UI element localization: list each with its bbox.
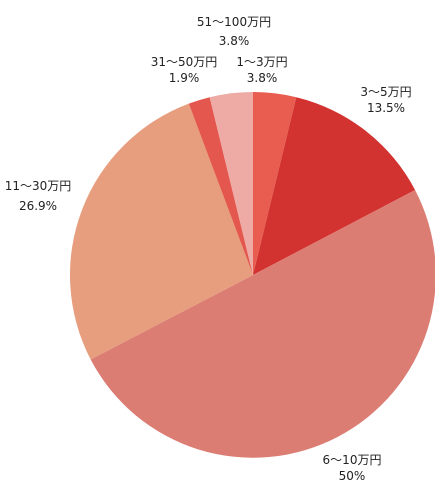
pie-slice-1	[253, 92, 297, 275]
pie-slice-3	[90, 190, 435, 458]
slice-label-3: 6〜10万円	[323, 453, 382, 467]
slice-percent-2: 13.5%	[367, 101, 405, 115]
slice-label-6: 51〜100万円	[197, 15, 271, 29]
pie-slice-5	[188, 97, 253, 275]
pie-slice-6	[209, 92, 253, 275]
slice-label-5: 31〜50万円	[151, 55, 218, 69]
slice-percent-1: 3.8%	[247, 71, 278, 85]
slice-percent-3: 50%	[339, 469, 366, 483]
pie-slice-2	[253, 97, 416, 275]
slice-label-1: 1〜3万円	[236, 55, 287, 69]
slice-percent-5: 1.9%	[169, 71, 200, 85]
slice-percent-4: 26.9%	[19, 199, 57, 213]
slice-percent-6: 3.8%	[219, 34, 250, 48]
slice-label-4: 11〜30万円	[5, 179, 72, 193]
pie-slice-4	[69, 103, 254, 360]
slice-label-2: 3〜5万円	[360, 85, 411, 99]
